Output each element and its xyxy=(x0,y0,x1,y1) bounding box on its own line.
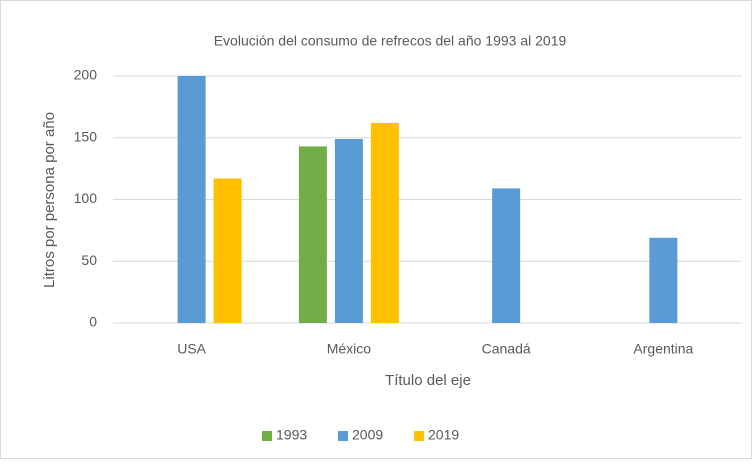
bar xyxy=(370,122,399,324)
bar xyxy=(298,146,327,323)
bar xyxy=(334,138,363,323)
bar xyxy=(649,237,678,323)
legend-swatch xyxy=(414,431,424,441)
legend-label: 2019 xyxy=(428,427,459,443)
bar xyxy=(177,76,206,323)
y-tick-label: 100 xyxy=(74,190,98,206)
y-tick-label: 50 xyxy=(81,252,97,268)
y-tick-label: 200 xyxy=(74,67,98,83)
x-axis-title: Título del eje xyxy=(385,372,471,389)
bar xyxy=(213,178,242,323)
x-tick-label: México xyxy=(327,341,372,357)
bar xyxy=(492,188,521,323)
legend-label: 1993 xyxy=(276,427,307,443)
legend-label: 2009 xyxy=(352,427,383,443)
x-tick-label: Argentina xyxy=(633,341,693,357)
y-tick-label: 0 xyxy=(89,314,97,330)
legend-swatch xyxy=(338,431,348,441)
y-tick-label: 150 xyxy=(74,128,98,144)
x-tick-label: Canadá xyxy=(482,341,531,357)
x-tick-label: USA xyxy=(177,341,206,357)
legend-swatch xyxy=(262,431,272,441)
chart-title: Evolución del consumo de refrecos del añ… xyxy=(214,33,567,49)
y-axis-title: Litros por persona por año xyxy=(41,112,58,288)
